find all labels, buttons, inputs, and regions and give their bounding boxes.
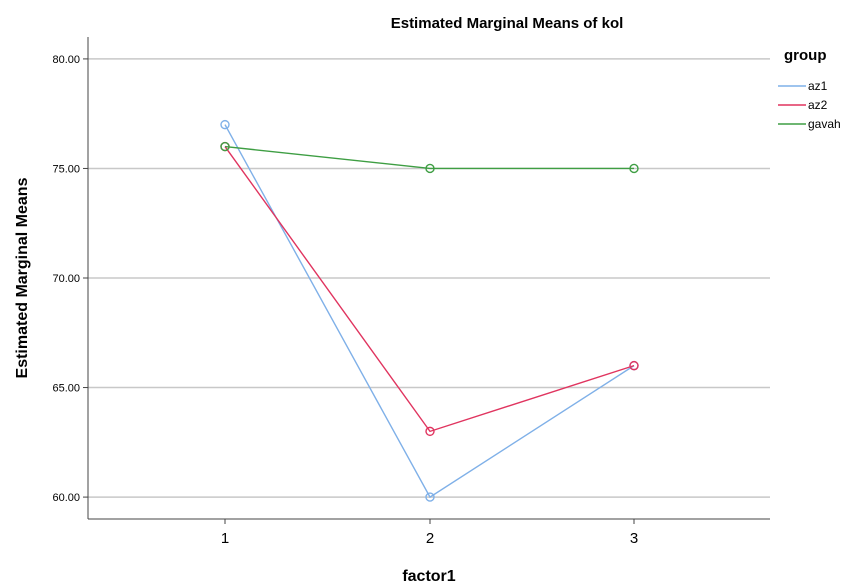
y-axis-title: Estimated Marginal Means (14, 177, 31, 378)
y-tick-label: 80.00 (52, 54, 80, 66)
point-az2 (425, 426, 435, 437)
point-gavah (629, 163, 639, 174)
point-gavah (425, 163, 435, 174)
legend-label-az1: az1 (808, 79, 828, 93)
y-tick-label: 70.00 (52, 273, 80, 285)
y-tick-label: 60.00 (52, 492, 80, 504)
x-tick-label: 3 (630, 530, 638, 547)
point-az2 (629, 360, 639, 371)
series-line-az2 (224, 146, 635, 433)
series-line-gavah (224, 145, 634, 170)
y-tick-label: 65.00 (52, 383, 80, 395)
y-tick-label: 75.00 (52, 163, 80, 175)
series-line-az1 (224, 124, 635, 499)
legend-label-gavah: gavah (808, 117, 841, 131)
chart-title: Estimated Marginal Means of kol (391, 15, 624, 32)
legend-title: group (784, 47, 827, 64)
point-az1 (220, 119, 230, 130)
grid-lines (88, 58, 770, 498)
legend-label-az2: az2 (808, 98, 828, 112)
x-tick-label: 2 (426, 530, 434, 547)
point-az1 (425, 492, 435, 502)
point-gavah (220, 141, 230, 152)
x-axis-ticks: 1 2 3 (221, 519, 638, 547)
x-tick-label: 1 (221, 530, 229, 547)
series-layer (220, 119, 639, 502)
x-axis-title: factor1 (402, 568, 455, 585)
y-axis-ticks: 60.00 65.00 70.00 75.00 80.00 (52, 54, 88, 504)
legend: group az1 az2 gavah (778, 47, 841, 131)
